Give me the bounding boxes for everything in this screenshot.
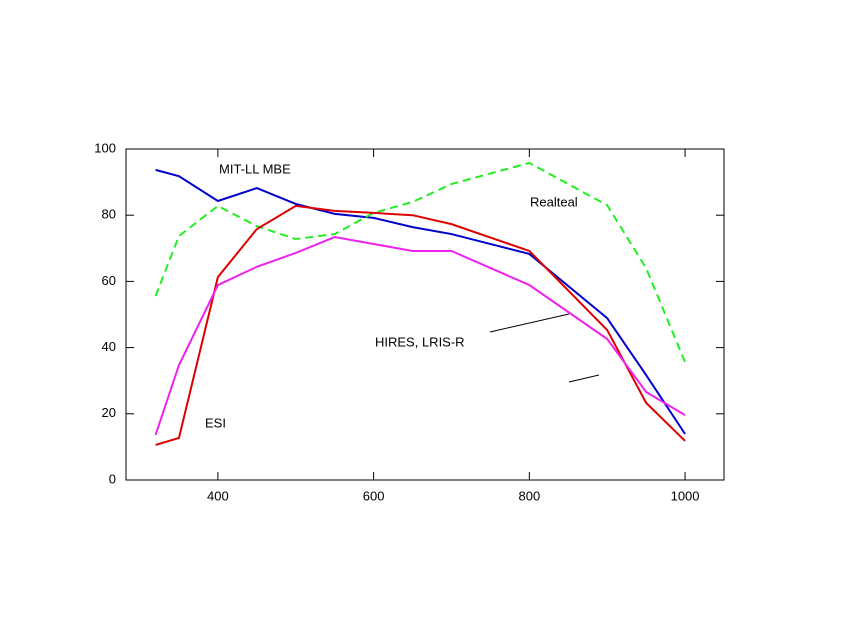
y-tick-label: 40 [102,339,116,354]
series-line [155,168,686,435]
y-tick-label: 100 [94,140,116,155]
annotation-line [568,374,600,383]
series-line [155,204,686,446]
x-tick-label: 1000 [671,488,700,503]
annotation-line [489,313,570,333]
series-line [154,161,686,363]
series-label: MIT-LL MBE [219,161,291,176]
plot-frame [125,148,725,481]
y-tick-label: 80 [102,207,116,222]
y-tick-label: 20 [102,405,116,420]
series-label: HIRES, LRIS-R [375,334,465,349]
x-tick-label: 400 [207,488,229,503]
y-tick-label: 60 [102,273,116,288]
series-line [154,236,686,436]
series-label: Realteal [530,194,578,209]
x-tick-label: 600 [363,488,385,503]
x-tick-label: 800 [518,488,540,503]
series-label: ESI [205,415,226,430]
y-tick-label: 0 [109,471,116,486]
